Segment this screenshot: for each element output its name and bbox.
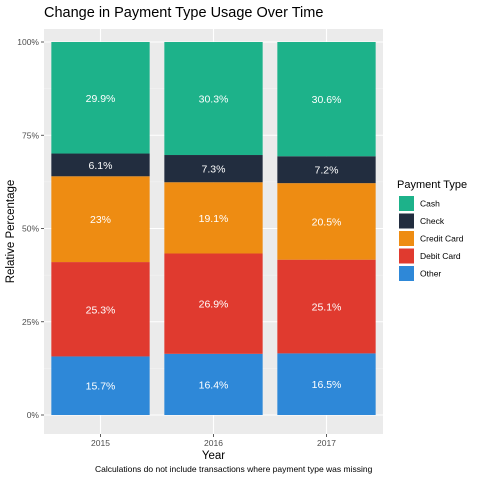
y-axis-title: Relative Percentage <box>5 180 17 284</box>
data-label: 25.3% <box>86 304 116 316</box>
y-tick-label: 100% <box>17 37 39 47</box>
bar-segment-cash-2017 <box>277 42 376 157</box>
legend: Payment Type Cash Check Credit Card Debit C… <box>397 179 467 281</box>
bar-segment-other-2015 <box>51 356 150 415</box>
legend-swatch <box>399 248 414 264</box>
x-axis-title: Year <box>202 450 225 462</box>
bar-segment-cash-2015 <box>51 42 150 154</box>
bar-segment-check-2016 <box>164 155 263 183</box>
data-label: 30.3% <box>199 94 229 106</box>
data-label: 7.3% <box>202 164 226 176</box>
data-label: 23% <box>90 214 111 226</box>
legend-swatch <box>399 266 414 281</box>
legend-label: Debit Card <box>420 251 461 261</box>
y-tick-label: 25% <box>22 317 39 327</box>
chart-caption: Calculations do not include transactions… <box>95 464 373 474</box>
bar-segment-cash-2016 <box>164 42 263 156</box>
bar-segment-debit-card-2016 <box>164 253 263 354</box>
bar-segment-check-2015 <box>51 153 150 177</box>
legend-swatch <box>399 231 414 246</box>
legend-swatch <box>399 213 414 229</box>
bar-segment-credit-card-2017 <box>277 183 376 260</box>
data-label: 16.4% <box>199 379 229 391</box>
x-tick-label: 2017 <box>317 438 336 448</box>
bar-segment-debit-card-2015 <box>51 262 150 357</box>
bar-segment-check-2017 <box>277 156 376 184</box>
y-tick-label: 75% <box>22 130 39 140</box>
x-tick-label: 2016 <box>204 438 223 448</box>
data-label: 26.9% <box>199 299 229 311</box>
bar-segment-other-2016 <box>164 353 263 415</box>
data-label: 6.1% <box>89 160 113 172</box>
x-axis: 2015 2016 2017 <box>91 434 336 448</box>
bar-segment-credit-card-2016 <box>164 182 263 254</box>
legend-swatch <box>399 196 414 211</box>
legend-label: Cash <box>420 199 440 209</box>
legend-title: Payment Type <box>397 179 467 191</box>
data-label: 19.1% <box>199 213 229 225</box>
y-tick-label: 50% <box>22 224 39 234</box>
data-label: 25.1% <box>312 302 342 314</box>
y-axis: 0% 25% 50% 75% 100% <box>17 37 44 420</box>
legend-label: Credit Card <box>420 234 464 244</box>
bars <box>51 42 376 415</box>
chart-title: Change in Payment Type Usage Over Time <box>44 5 323 21</box>
legend-label: Check <box>420 216 445 226</box>
data-label: 16.5% <box>312 379 342 391</box>
data-label: 20.5% <box>312 216 342 228</box>
bar-segment-credit-card-2015 <box>51 176 150 263</box>
legend-label: Other <box>420 269 441 279</box>
x-tick-label: 2015 <box>91 438 110 448</box>
data-label: 29.9% <box>86 93 116 105</box>
y-tick-label: 0% <box>27 410 40 420</box>
bar-segment-debit-card-2017 <box>277 259 376 354</box>
data-label: 15.7% <box>86 381 116 393</box>
data-label: 30.6% <box>312 94 342 106</box>
bar-labels: 15.7% 25.3% 23% 6.1% 29.9% 16.4% 26.9% 19.1% 7.3… <box>86 93 342 393</box>
bar-segment-other-2017 <box>277 353 376 415</box>
data-label: 7.2% <box>315 165 339 177</box>
